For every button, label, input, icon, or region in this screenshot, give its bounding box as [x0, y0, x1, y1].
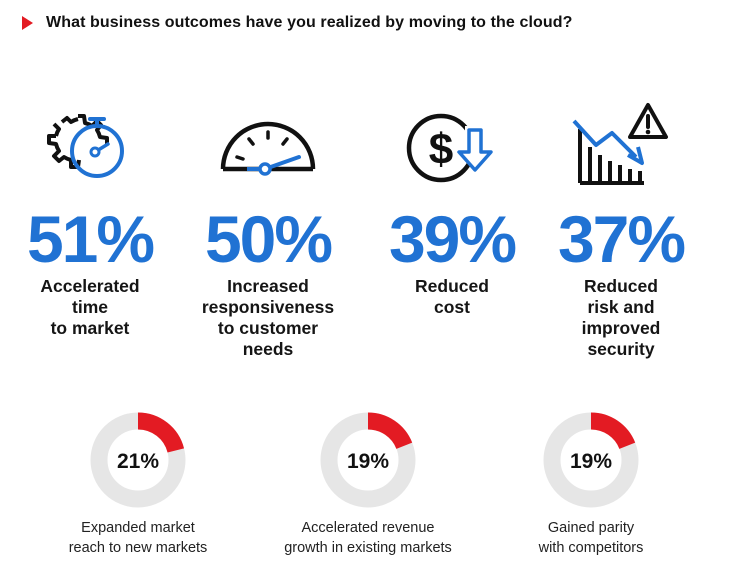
- donut-value: 21%: [117, 450, 159, 473]
- donut-accelerated-revenue: 19% Accelerated revenue growth in existi…: [268, 408, 468, 558]
- speedometer-icon: [178, 98, 358, 196]
- donut-value: 19%: [347, 450, 389, 473]
- stat-label: Accelerated time to market: [40, 276, 140, 338]
- donut-value: 19%: [570, 450, 612, 473]
- svg-text:$: $: [429, 125, 453, 174]
- stat-percent: 50%: [204, 202, 333, 276]
- stat-label: Reduced risk and improved security: [581, 276, 661, 359]
- triangle-bullet-icon: [22, 16, 33, 30]
- donut-expanded-market: 21% Expanded market reach to new markets: [38, 408, 238, 558]
- stat-increased-responsiveness: 50% Increased responsiveness to customer…: [178, 98, 358, 360]
- donut-label: Gained parity with competitors: [538, 520, 644, 556]
- stat-percent: 39%: [388, 202, 517, 276]
- declining-bars-warning-icon: [531, 98, 711, 196]
- stat-reduced-risk: 37% Reduced risk and improved security: [531, 98, 711, 360]
- donut-label: Expanded market reach to new markets: [68, 520, 208, 556]
- donut-slice: [320, 412, 416, 508]
- gear-stopwatch-icon: [0, 98, 180, 196]
- donut-chart: 19%: [320, 412, 416, 508]
- question-title: What business outcomes have you realized…: [46, 14, 573, 31]
- donut-slice: [543, 412, 639, 508]
- stat-label: Increased responsiveness to customer nee…: [201, 276, 335, 359]
- donut-chart: 19%: [543, 412, 639, 508]
- donut-gained-parity: 19% Gained parity with competitors: [491, 408, 691, 558]
- stat-reduced-cost: $ 39% Reduced cost: [362, 98, 542, 318]
- dollar-down-arrow-icon: $: [362, 98, 542, 196]
- donut-label: Accelerated revenue growth in existing m…: [284, 520, 452, 556]
- question-header: What business outcomes have you realized…: [22, 12, 573, 34]
- donut-chart: 21%: [90, 412, 186, 508]
- stat-accelerated-time: 51% Accelerated time to market: [0, 98, 180, 339]
- donut-slice: [90, 412, 186, 508]
- stat-percent: 51%: [26, 202, 155, 276]
- stat-percent: 37%: [557, 202, 686, 276]
- stat-label: Reduced cost: [415, 276, 489, 317]
